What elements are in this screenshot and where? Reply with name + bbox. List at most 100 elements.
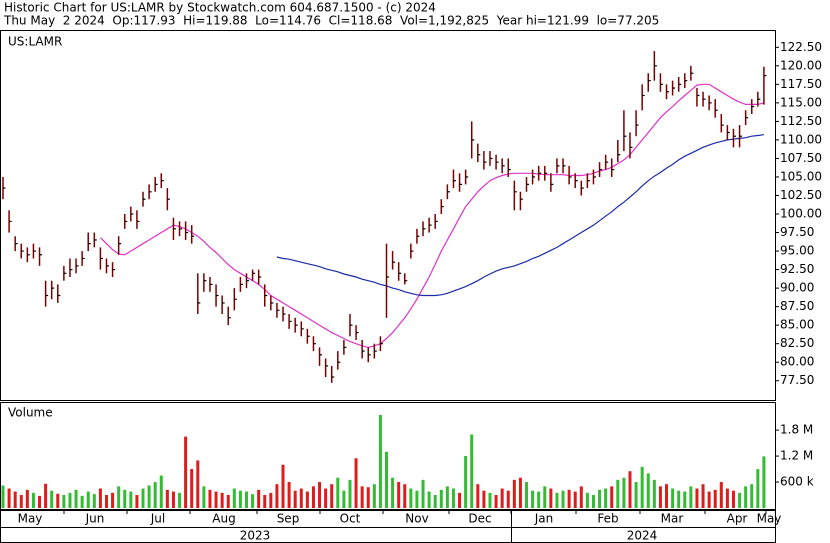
volume-bar <box>622 477 626 508</box>
volume-bar <box>525 482 529 508</box>
volume-bar <box>598 489 602 508</box>
price-panel <box>0 30 776 401</box>
volume-bar <box>153 482 157 508</box>
volume-bar <box>147 485 151 508</box>
volume-bar <box>7 488 11 508</box>
month-label: Mar <box>661 512 684 526</box>
volume-bar <box>427 491 431 508</box>
volume-bar <box>616 479 620 508</box>
volume-bar <box>13 491 17 508</box>
volume-bar <box>305 491 309 508</box>
month-label: May <box>757 512 782 526</box>
volume-bar <box>458 492 462 508</box>
y-tick-label: 77.50 <box>780 373 814 387</box>
year-label: 2023 <box>240 529 271 543</box>
volume-bar <box>719 482 723 508</box>
y-tick-label: 105.00 <box>780 169 822 183</box>
volume-bar <box>263 495 267 508</box>
volume-bar <box>567 489 571 508</box>
volume-bar <box>421 479 425 508</box>
volume-bar <box>330 484 334 508</box>
volume-bar <box>202 486 206 508</box>
volume-bar <box>98 488 102 508</box>
volume-bar <box>159 475 163 508</box>
volume-bar <box>707 491 711 508</box>
volume-bar <box>701 484 705 508</box>
volume-bar <box>652 479 656 508</box>
volume-bar <box>397 482 401 508</box>
volume-bar <box>744 486 748 508</box>
month-label: Jun <box>85 512 105 526</box>
y-tick-label: 110.00 <box>780 132 822 146</box>
volume-bar <box>476 484 480 508</box>
volume-bar <box>543 486 547 508</box>
volume-bar <box>293 490 297 508</box>
y-tick-label: 85.00 <box>780 318 814 332</box>
moving-average <box>276 134 764 297</box>
volume-bar <box>445 486 449 508</box>
volume-bar <box>123 489 127 508</box>
y-tick-label: 117.50 <box>780 77 822 91</box>
volume-bar <box>31 492 35 508</box>
volume-bar <box>178 492 182 508</box>
volume-bar <box>677 490 681 508</box>
volume-bar <box>756 469 760 508</box>
volume-bar <box>62 495 66 508</box>
volume-bar <box>220 492 224 508</box>
month-label: Jan <box>534 512 554 526</box>
volume-bar <box>555 492 559 508</box>
month-label: Jul <box>150 512 165 526</box>
moving-average <box>99 83 765 349</box>
volume-bar <box>19 495 23 508</box>
volume-bar <box>92 494 96 508</box>
volume-bar <box>129 491 133 508</box>
volume-bar <box>324 488 328 508</box>
volume-bar <box>348 479 352 508</box>
volume-bar <box>713 489 717 508</box>
volume-label: Volume <box>8 406 53 420</box>
volume-bar <box>634 482 638 508</box>
volume-bar <box>500 488 504 508</box>
volume-bar <box>464 456 468 508</box>
volume-bar <box>1 485 5 508</box>
volume-bar <box>391 477 395 508</box>
volume-bar <box>731 490 735 508</box>
volume-bar <box>257 489 261 508</box>
volume-bar <box>738 492 742 508</box>
y-tick-label: 122.50 <box>780 40 822 54</box>
volume-bar <box>38 495 42 508</box>
volume-bar <box>171 491 175 508</box>
volume-bar <box>68 492 72 508</box>
month-label: Sep <box>277 512 300 526</box>
volume-bar <box>640 466 644 508</box>
volume-bar <box>725 488 729 508</box>
volume-bar <box>561 490 565 508</box>
volume-bar <box>196 460 200 508</box>
volume-bar <box>494 495 498 508</box>
volume-bar <box>80 495 84 508</box>
volume-bar <box>573 491 577 508</box>
volume-bar <box>244 491 248 508</box>
volume-bar <box>585 492 589 508</box>
y-tick-label: 120.00 <box>780 58 822 72</box>
y-tick-label: 92.50 <box>780 262 814 276</box>
volume-bar <box>506 490 510 508</box>
volume-bar <box>141 488 145 508</box>
volume-bar <box>531 490 535 508</box>
volume-bar <box>238 490 242 508</box>
volume-bar <box>299 488 303 508</box>
volume-bar <box>403 484 407 508</box>
volume-bar <box>275 484 279 508</box>
volume-bar <box>482 490 486 508</box>
volume-bar <box>549 488 553 508</box>
volume-bar <box>104 495 108 508</box>
volume-bar <box>658 486 662 508</box>
volume-bar <box>628 471 632 508</box>
chart-title: Historic Chart for US:LAMR by Stockwatch… <box>4 1 436 15</box>
volume-bar <box>518 477 522 508</box>
volume-bar <box>488 492 492 508</box>
volume-bar <box>74 489 78 508</box>
y-tick-label: 97.50 <box>780 225 814 239</box>
month-label: May <box>18 512 43 526</box>
